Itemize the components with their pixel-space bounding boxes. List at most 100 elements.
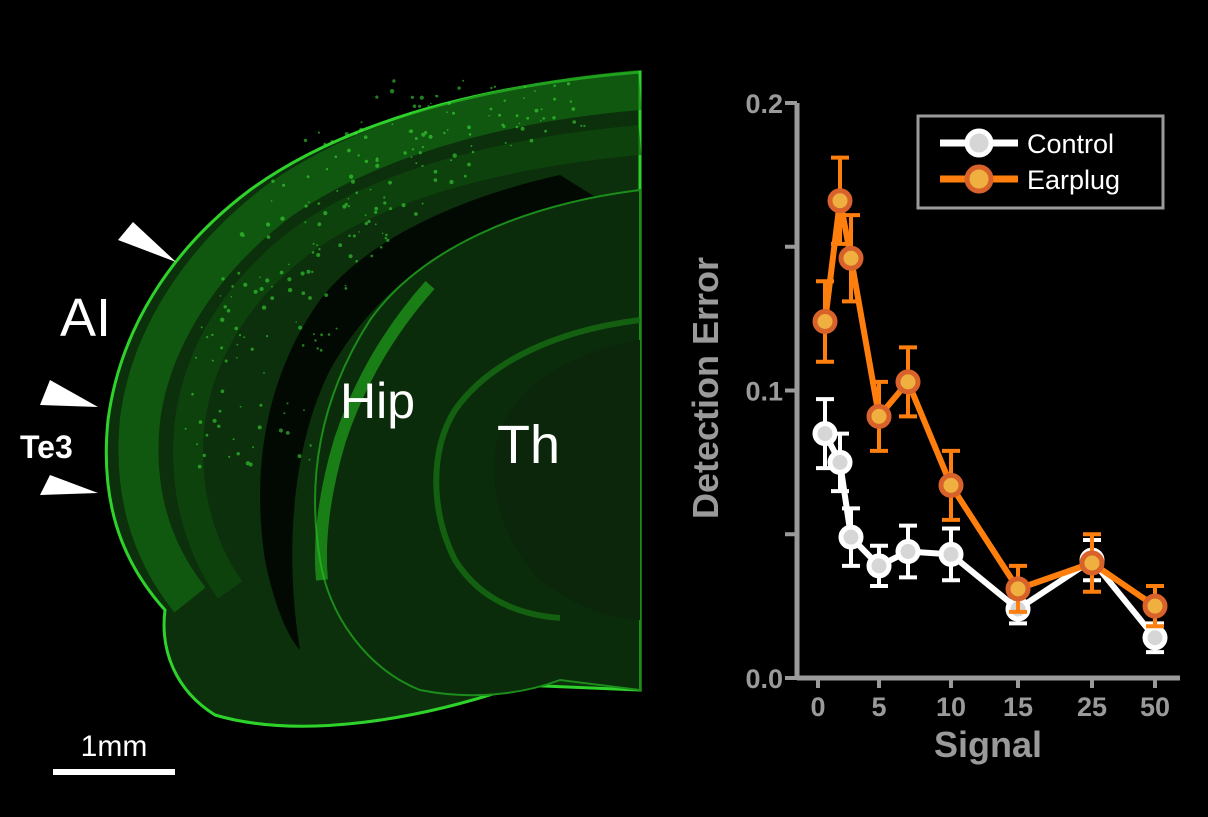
cell-dot [325, 168, 329, 171]
cell-dot [347, 205, 350, 208]
ventricle [260, 175, 600, 650]
cell-dot [301, 291, 306, 296]
cell-dot [286, 402, 289, 405]
cell-dot [457, 86, 461, 90]
cell-dot [534, 90, 536, 92]
cortex-layer [118, 70, 642, 613]
cell-dot [348, 234, 351, 238]
cell-dot [344, 284, 347, 287]
cell-dot [383, 196, 386, 199]
cell-dot [253, 289, 258, 294]
cell-dot [197, 464, 202, 469]
scale-bar-label: 1mm [81, 730, 148, 763]
cell-dot [206, 336, 209, 339]
cell-dot [435, 94, 437, 97]
cell-dot [534, 108, 539, 113]
cell-dot [374, 210, 378, 214]
series-line [822, 432, 1158, 640]
cell-dot [318, 248, 321, 251]
cell-dot [351, 179, 355, 184]
arrowhead-icon [40, 380, 98, 407]
cell-dot [379, 246, 383, 249]
data-point [866, 553, 892, 579]
cell-dot [347, 148, 351, 153]
x-tick-label: 0 [810, 692, 825, 722]
cell-dot [319, 348, 323, 352]
cell-dot [349, 174, 354, 179]
cell-dot [226, 308, 231, 313]
cell-dot [418, 151, 422, 155]
cell-dot [526, 116, 530, 120]
cell-dot [217, 424, 221, 428]
y-axis-label: Detection Error [685, 257, 726, 519]
cell-dot [381, 232, 384, 235]
cell-dot [375, 163, 380, 168]
y-tick-label: 0.1 [745, 377, 783, 407]
cell-dot [510, 144, 512, 147]
cell-dot [303, 409, 305, 411]
cell-dot [447, 101, 451, 105]
cell-dot [364, 159, 369, 164]
cell-dot [344, 202, 348, 206]
cell-dot [306, 175, 310, 179]
cell-dot [311, 270, 314, 274]
cell-dot [200, 326, 203, 329]
cell-dot [198, 420, 203, 424]
cell-dot [414, 137, 418, 140]
cell-dot [503, 99, 506, 102]
cell-dot [348, 254, 353, 259]
cell-dot [566, 82, 571, 86]
cell-dot [344, 132, 349, 136]
cell-dot [383, 201, 387, 205]
cell-dot [389, 89, 395, 94]
cell-dot [552, 116, 556, 120]
x-ticks: 0 5 10 15 25 50 [810, 678, 1170, 722]
cell-dot [370, 254, 374, 258]
cell-dot [449, 179, 454, 185]
cell-dot [236, 357, 238, 359]
cell-dot [301, 344, 305, 347]
legend-earplug-marker [964, 164, 994, 194]
legend-box [916, 114, 1165, 210]
cell-dot [317, 131, 320, 134]
cell-dot [358, 231, 360, 233]
cell-dot [304, 221, 307, 224]
cell-dot [462, 79, 465, 82]
thalamus [494, 340, 640, 620]
cell-dot [471, 150, 475, 154]
data-point [895, 539, 921, 564]
cell-dot [266, 235, 271, 239]
cell-dot [369, 188, 372, 191]
cell-dot [408, 130, 411, 133]
cell-dot [446, 129, 449, 131]
cell-dot [418, 104, 422, 108]
cell-dot [218, 409, 222, 413]
data-point [812, 421, 838, 447]
cell-dot [359, 127, 363, 132]
cell-dot [572, 120, 576, 124]
cell-dot [297, 454, 302, 459]
cell-dot [498, 113, 502, 117]
y-ticks: 0.0 0.1 0.2 [745, 89, 797, 694]
cell-dot [220, 317, 225, 322]
cell-dots [184, 79, 586, 469]
cell-dot [243, 336, 246, 339]
cell-dot [228, 455, 231, 458]
cell-dot [488, 115, 491, 117]
hippocampus-bright-band [314, 281, 435, 581]
cell-dot [515, 125, 519, 129]
cell-dot [335, 327, 338, 330]
cell-dot [427, 105, 430, 107]
cell-dot [583, 124, 586, 127]
cell-dot [523, 97, 525, 99]
cell-dot [411, 148, 415, 151]
cell-dot [223, 305, 227, 309]
arrowhead-icon [40, 475, 98, 495]
cell-dot [300, 271, 305, 276]
cell-dot [205, 433, 209, 437]
data-point [1142, 625, 1168, 651]
cell-dot [428, 134, 433, 139]
cell-dot [352, 234, 356, 238]
cell-dot [403, 151, 407, 155]
x-axis-label: Signal [934, 724, 1042, 765]
